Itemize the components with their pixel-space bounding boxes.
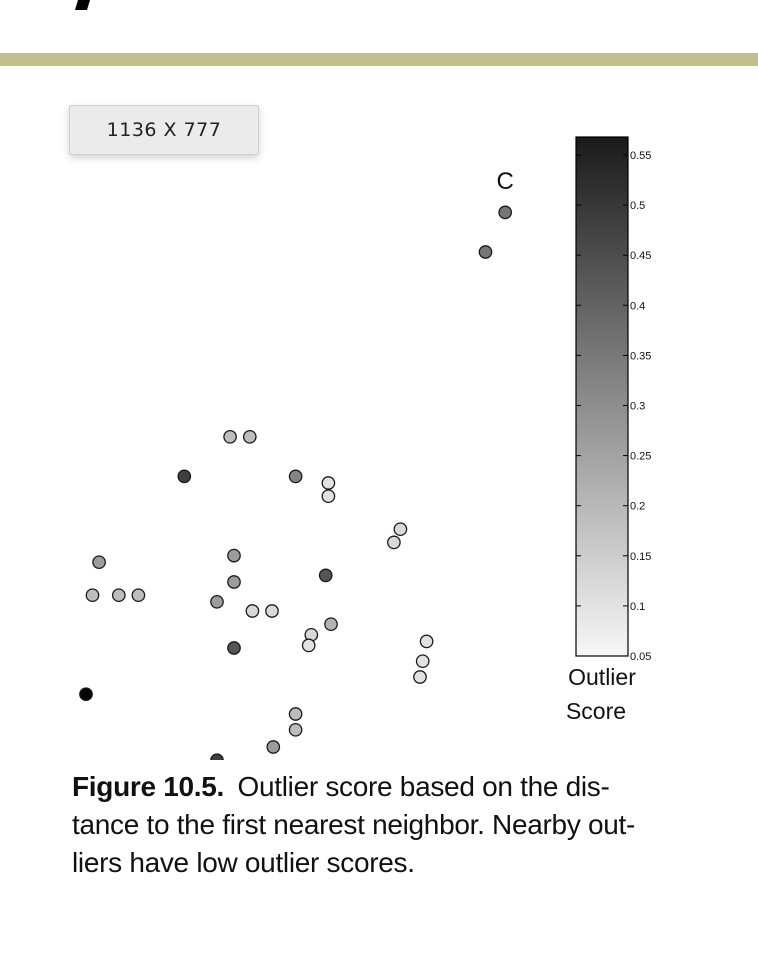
scatter-point (223, 429, 237, 444)
accent-rule (0, 53, 758, 66)
scatter-point (288, 469, 303, 484)
scatter-point (288, 707, 303, 721)
scatter-point (111, 588, 126, 603)
colorbar-tick-label: 0.2 (630, 501, 645, 513)
colorbar-tick-label: 0.5 (630, 200, 645, 212)
scatter-point (387, 535, 401, 550)
colorbar-gradient (575, 136, 629, 657)
colorbar-tick-label: 0.55 (630, 150, 651, 162)
scatter-point (85, 588, 100, 603)
annotation-label: C (497, 168, 514, 195)
colorbar-tick-label: 0.35 (630, 350, 651, 362)
scatter-point (288, 722, 303, 737)
caption-line-3: liers have low outlier scores. (72, 847, 415, 878)
colorbar-tick-label: 0.45 (630, 250, 651, 262)
colorbar-tick-label: 0.3 (630, 401, 645, 413)
scatter-point (79, 687, 93, 702)
scatter-point (413, 670, 427, 684)
colorbar-tick-label: 0.05 (630, 651, 651, 663)
scatter-point (321, 476, 336, 490)
scatter-points (79, 205, 513, 760)
scatter-point (210, 753, 224, 760)
colorbar-tick-label: 0.4 (630, 300, 645, 312)
scatter-point (478, 245, 493, 259)
scatter-point (227, 548, 241, 563)
outlier-scatter-chart: C 0.05 0.1 0.15 0.2 0.25 0.3 0.35 0.4 0.45 0.5 0.5… (79, 136, 651, 760)
scatter-point (266, 740, 281, 754)
scatter-point (242, 429, 257, 444)
colorbar-label-line2: Score (566, 698, 626, 724)
scatter-point (265, 604, 279, 618)
scatter-point (131, 588, 146, 603)
scatter-point (227, 575, 241, 589)
scatter-point (245, 604, 260, 618)
scatter-point (393, 522, 408, 537)
scatter-point (321, 489, 336, 504)
dimensions-badge: 1136 X 777 (69, 105, 259, 155)
scatter-point (324, 617, 338, 632)
colorbar-tick-label: 0.25 (630, 451, 651, 463)
scatter-point (92, 555, 106, 570)
colorbar-tick-label: 0.15 (630, 551, 651, 563)
scatter-point (227, 641, 241, 655)
caption-line-2: tance to the first nearest neighbor. Nea… (72, 809, 636, 840)
cropped-heading-glyph (75, 0, 90, 10)
scatter-point (318, 568, 333, 583)
colorbar-label-line1: Outlier (568, 664, 636, 690)
colorbar-tick-label: 0.1 (630, 601, 645, 613)
scatter-point (210, 594, 224, 609)
caption-line-1: Outlier score based on the dis- (237, 771, 610, 802)
scatter-point (415, 654, 430, 669)
colorbar-ticks: 0.05 0.1 0.15 0.2 0.25 0.3 0.35 0.4 0.45 0.5 0.55 (576, 150, 651, 663)
scatter-point (177, 469, 192, 484)
colorbar: 0.050.10.150.20.250.30.350.40.450.50.55 … (566, 136, 651, 724)
figure-caption: Figure 10.5. Outlier score based on the … (72, 768, 692, 882)
scatter-point (419, 634, 434, 649)
scatter-point (498, 205, 513, 220)
caption-figure-label: Figure 10.5. (72, 771, 225, 802)
scatter-point (301, 638, 316, 653)
